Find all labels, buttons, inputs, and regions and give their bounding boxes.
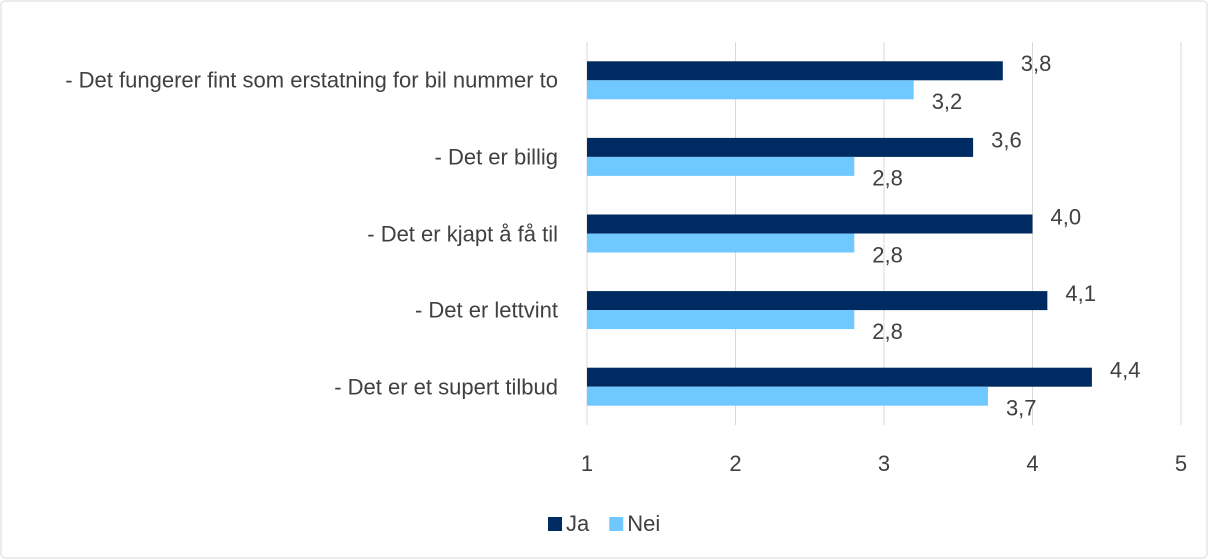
value-label: 3,7 [1006,396,1037,421]
bar [587,156,855,176]
bar [587,137,974,157]
value-label: 4,4 [1110,358,1141,383]
x-tick-label: 5 [1175,451,1187,476]
x-tick-label: 2 [729,451,741,476]
legend-swatch [548,517,562,531]
value-label: 3,8 [1021,51,1052,76]
category-label: - Det fungerer fint som erstatning for b… [65,67,558,93]
bar [587,367,1092,387]
value-label: 4,0 [1051,204,1082,229]
bar [587,386,988,406]
x-tick-label: 3 [878,451,890,476]
value-label: 3,2 [932,89,963,114]
legend-label: Ja [566,511,590,536]
value-label: 2,8 [872,319,903,344]
category-label: - Det er kjapt å få til [367,221,558,246]
value-label: 2,8 [872,242,903,267]
category-label: - Det er billig [434,144,558,170]
legend-label: Nei [627,511,660,536]
x-tick-label: 1 [581,451,593,476]
bar [587,291,1048,311]
legend-swatch [609,517,624,531]
category-label: - Det er et supert tilbud [334,374,558,400]
bar [587,61,1003,81]
value-label: 4,1 [1065,281,1096,306]
bar [587,214,1033,234]
value-label: 2,8 [872,166,903,191]
value-label: 3,6 [991,128,1022,153]
category-label: - Det er lettvint [414,297,558,323]
bar [587,233,855,253]
x-tick-label: 4 [1026,451,1038,476]
bar [587,310,855,330]
bar [587,80,914,100]
